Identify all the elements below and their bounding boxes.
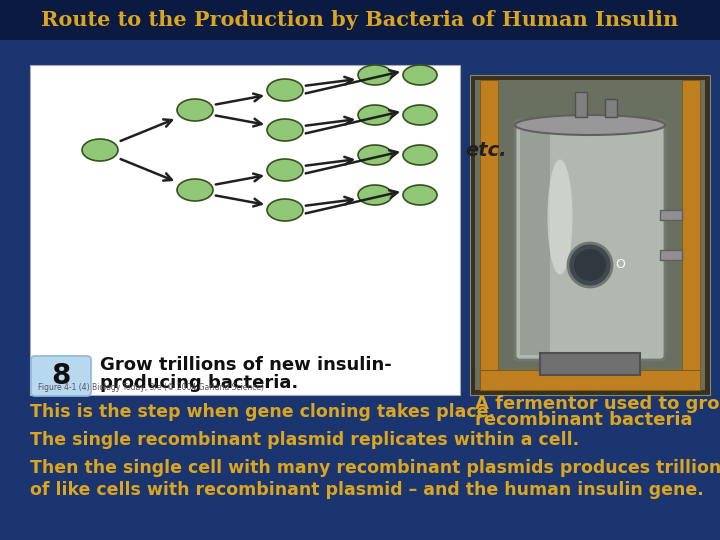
Text: This is the step when gene cloning takes place.: This is the step when gene cloning takes… <box>30 403 495 421</box>
Bar <box>475 80 705 390</box>
Text: of like cells with recombinant plasmid – and the human insulin gene.: of like cells with recombinant plasmid –… <box>30 481 703 499</box>
Ellipse shape <box>358 105 392 125</box>
Bar <box>682 80 700 390</box>
Ellipse shape <box>267 119 303 141</box>
Text: Then the single cell with many recombinant plasmids produces trillions: Then the single cell with many recombina… <box>30 459 720 477</box>
Ellipse shape <box>267 199 303 221</box>
Bar <box>30 65 460 395</box>
Ellipse shape <box>82 139 118 161</box>
Ellipse shape <box>403 105 437 125</box>
Text: etc.: etc. <box>465 140 506 159</box>
Bar <box>470 75 710 395</box>
Ellipse shape <box>403 185 437 205</box>
Ellipse shape <box>403 65 437 85</box>
Ellipse shape <box>358 145 392 165</box>
Bar <box>520 125 550 355</box>
Ellipse shape <box>177 99 213 121</box>
Ellipse shape <box>515 115 665 135</box>
Text: Figure 4-1 (4) Biology Today, 3/e (© 2004 Garland Science): Figure 4-1 (4) Biology Today, 3/e (© 200… <box>38 383 264 392</box>
Ellipse shape <box>358 185 392 205</box>
Circle shape <box>568 243 612 287</box>
Ellipse shape <box>547 159 572 274</box>
Text: 8: 8 <box>51 362 71 390</box>
Bar <box>540 353 640 375</box>
Bar <box>480 80 498 390</box>
Bar <box>660 250 682 260</box>
Text: O: O <box>615 259 625 272</box>
FancyBboxPatch shape <box>515 120 665 360</box>
Ellipse shape <box>403 145 437 165</box>
Text: Grow trillions of new insulin-: Grow trillions of new insulin- <box>100 356 392 374</box>
Bar <box>605 99 617 117</box>
Ellipse shape <box>267 159 303 181</box>
Text: recombinant bacteria: recombinant bacteria <box>475 411 693 429</box>
Text: Route to the Production by Bacteria of Human Insulin: Route to the Production by Bacteria of H… <box>41 10 679 30</box>
Bar <box>575 92 587 117</box>
Text: producing bacteria.: producing bacteria. <box>100 374 298 392</box>
Text: A fermentor used to grow: A fermentor used to grow <box>475 395 720 413</box>
Bar <box>480 370 700 390</box>
Ellipse shape <box>267 79 303 101</box>
Ellipse shape <box>177 179 213 201</box>
Text: The single recombinant plasmid replicates within a cell.: The single recombinant plasmid replicate… <box>30 431 579 449</box>
Circle shape <box>574 249 606 281</box>
FancyBboxPatch shape <box>31 356 91 396</box>
Bar <box>660 210 682 220</box>
Bar <box>0 0 720 40</box>
Ellipse shape <box>358 65 392 85</box>
